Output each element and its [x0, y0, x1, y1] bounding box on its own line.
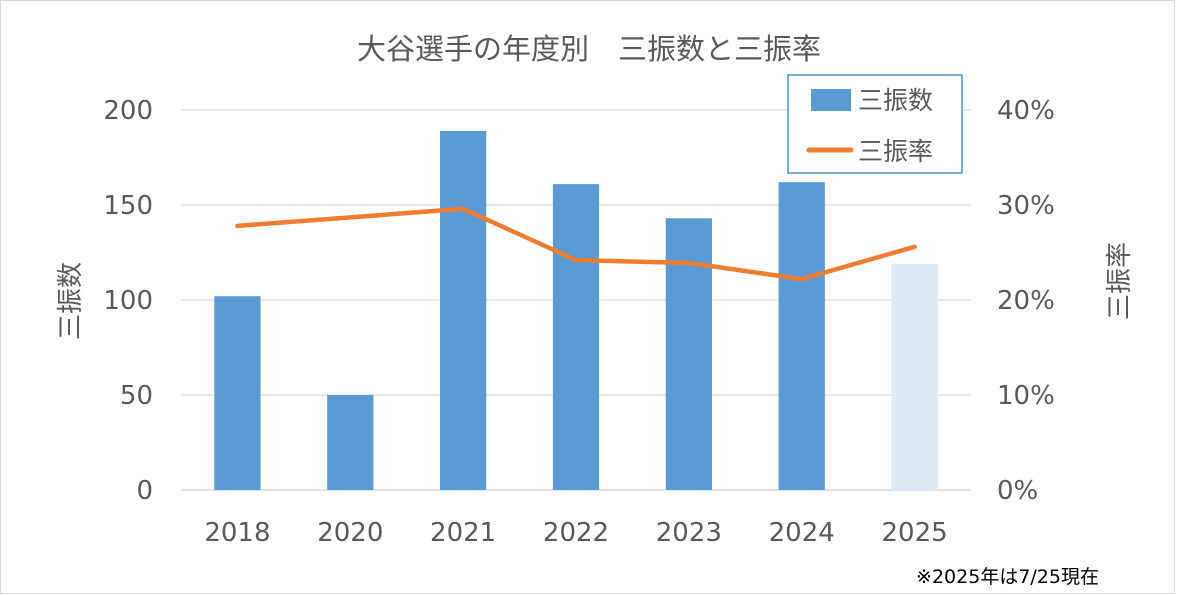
legend-box: [787, 74, 963, 174]
legend-swatch-bar: [811, 89, 851, 111]
bar: [440, 130, 487, 490]
y-axis-title: 三振数: [56, 262, 86, 340]
y-tick-label: 0: [136, 476, 153, 506]
legend-label-strikeout-rate: 三振率: [858, 137, 933, 166]
y-tick-label: 50: [120, 381, 153, 411]
footnote: ※2025年は7/25現在: [916, 566, 1099, 588]
x-tick-label: 2020: [317, 518, 383, 548]
x-tick-label: 2022: [543, 518, 609, 548]
y2-tick-label: 40%: [997, 96, 1055, 126]
legend: 三振数 三振率: [787, 74, 963, 174]
line-path: [235, 206, 917, 282]
y2-tick-label: 0%: [997, 476, 1038, 506]
x-tick-label: 2025: [881, 518, 947, 548]
bar: [552, 184, 600, 490]
bar: [665, 218, 712, 491]
left-axis-ticks: 0 50 100 150 200: [103, 96, 153, 506]
y-tick-label: 150: [103, 191, 153, 221]
x-tick-label: 2024: [769, 518, 835, 548]
line-series: [235, 206, 917, 282]
bar-series: [214, 130, 938, 491]
x-axis-ticks: 2018 2020 2021 2022 2023 2024 2025: [204, 518, 947, 548]
x-tick-label: 2018: [204, 518, 270, 548]
x-tick-label: 2021: [430, 518, 496, 548]
bar: [214, 296, 261, 490]
bar: [778, 182, 825, 490]
right-axis-ticks: 0% 10% 20% 30% 40%: [997, 96, 1055, 506]
y2-tick-label: 30%: [997, 191, 1055, 221]
bar: [327, 395, 374, 490]
y2-tick-label: 20%: [997, 286, 1055, 316]
y2-axis-title: 三振率: [1105, 242, 1135, 320]
chart-title: 大谷選手の年度別 三振数と三振率: [357, 32, 821, 66]
y-tick-label: 200: [103, 96, 153, 126]
bar: [891, 263, 938, 490]
legend-label-strikeouts: 三振数: [858, 86, 933, 115]
x-tick-label: 2023: [656, 518, 722, 548]
y2-tick-label: 10%: [997, 381, 1055, 411]
y-tick-label: 100: [103, 286, 153, 316]
